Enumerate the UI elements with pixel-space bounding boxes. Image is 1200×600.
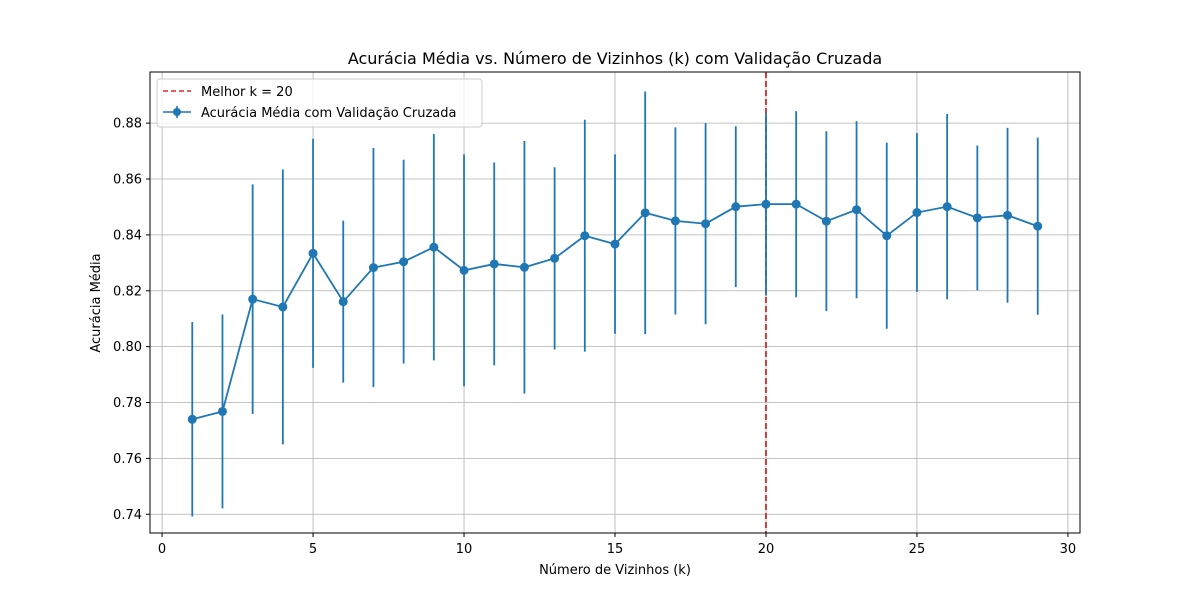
y-tick-label: 0.76 — [113, 452, 142, 467]
data-point — [278, 302, 288, 312]
x-tick-label: 25 — [909, 542, 926, 557]
data-point — [550, 253, 560, 263]
data-point — [610, 239, 620, 249]
y-tick-label: 0.78 — [113, 396, 142, 411]
x-tick-label: 0 — [158, 542, 166, 557]
data-point — [882, 231, 892, 241]
data-point — [701, 219, 711, 229]
data-point — [640, 208, 650, 218]
legend: Melhor k = 20 Acurácia Média com Validaç… — [156, 78, 483, 128]
data-point — [670, 216, 680, 226]
legend-series-label: Acurácia Média com Validação Cruzada — [201, 106, 456, 121]
y-tick-label: 0.82 — [113, 284, 142, 299]
data-point — [248, 294, 258, 304]
data-point — [489, 259, 499, 269]
x-tick-label: 30 — [1060, 542, 1077, 557]
data-point — [459, 265, 469, 275]
x-axis-ticks: 0 5 10 15 20 25 30 — [158, 533, 1076, 557]
data-point — [912, 208, 922, 218]
y-tick-label: 0.80 — [113, 340, 142, 355]
data-point — [1033, 221, 1043, 231]
legend-best-k-label: Melhor k = 20 — [201, 85, 293, 100]
data-point — [217, 406, 227, 416]
series-layer — [187, 199, 1043, 424]
data-point — [731, 202, 741, 212]
data-point — [399, 257, 409, 267]
y-tick-label: 0.86 — [113, 173, 142, 188]
legend-series-marker-swatch — [173, 108, 181, 116]
y-axis-label: Acurácia Média — [89, 253, 104, 352]
data-point — [368, 263, 378, 273]
data-point — [942, 202, 952, 212]
x-axis-label: Número de Vizinhos (k) — [539, 563, 691, 578]
data-point — [338, 297, 348, 307]
error-bar-layer — [191, 91, 1039, 517]
x-tick-label: 20 — [758, 542, 775, 557]
x-tick-label: 5 — [309, 542, 317, 557]
data-point — [580, 231, 590, 241]
data-point — [187, 414, 197, 424]
y-tick-label: 0.84 — [113, 228, 142, 243]
data-point — [308, 248, 318, 258]
data-point — [852, 205, 862, 215]
data-point — [791, 199, 801, 209]
x-tick-label: 15 — [607, 542, 624, 557]
y-tick-label: 0.74 — [113, 508, 142, 523]
data-point — [1003, 210, 1013, 220]
data-point — [429, 242, 439, 252]
data-point — [761, 199, 771, 209]
y-tick-label: 0.88 — [113, 117, 142, 132]
data-point — [519, 262, 529, 272]
data-point — [972, 213, 982, 223]
legend-box — [156, 78, 483, 128]
x-tick-label: 10 — [456, 542, 473, 557]
y-axis-ticks: 0.74 0.76 0.78 0.80 0.82 0.84 0.86 0.88 — [113, 117, 150, 523]
data-point — [821, 216, 831, 226]
chart-title: Acurácia Média vs. Número de Vizinhos (k… — [348, 49, 882, 68]
